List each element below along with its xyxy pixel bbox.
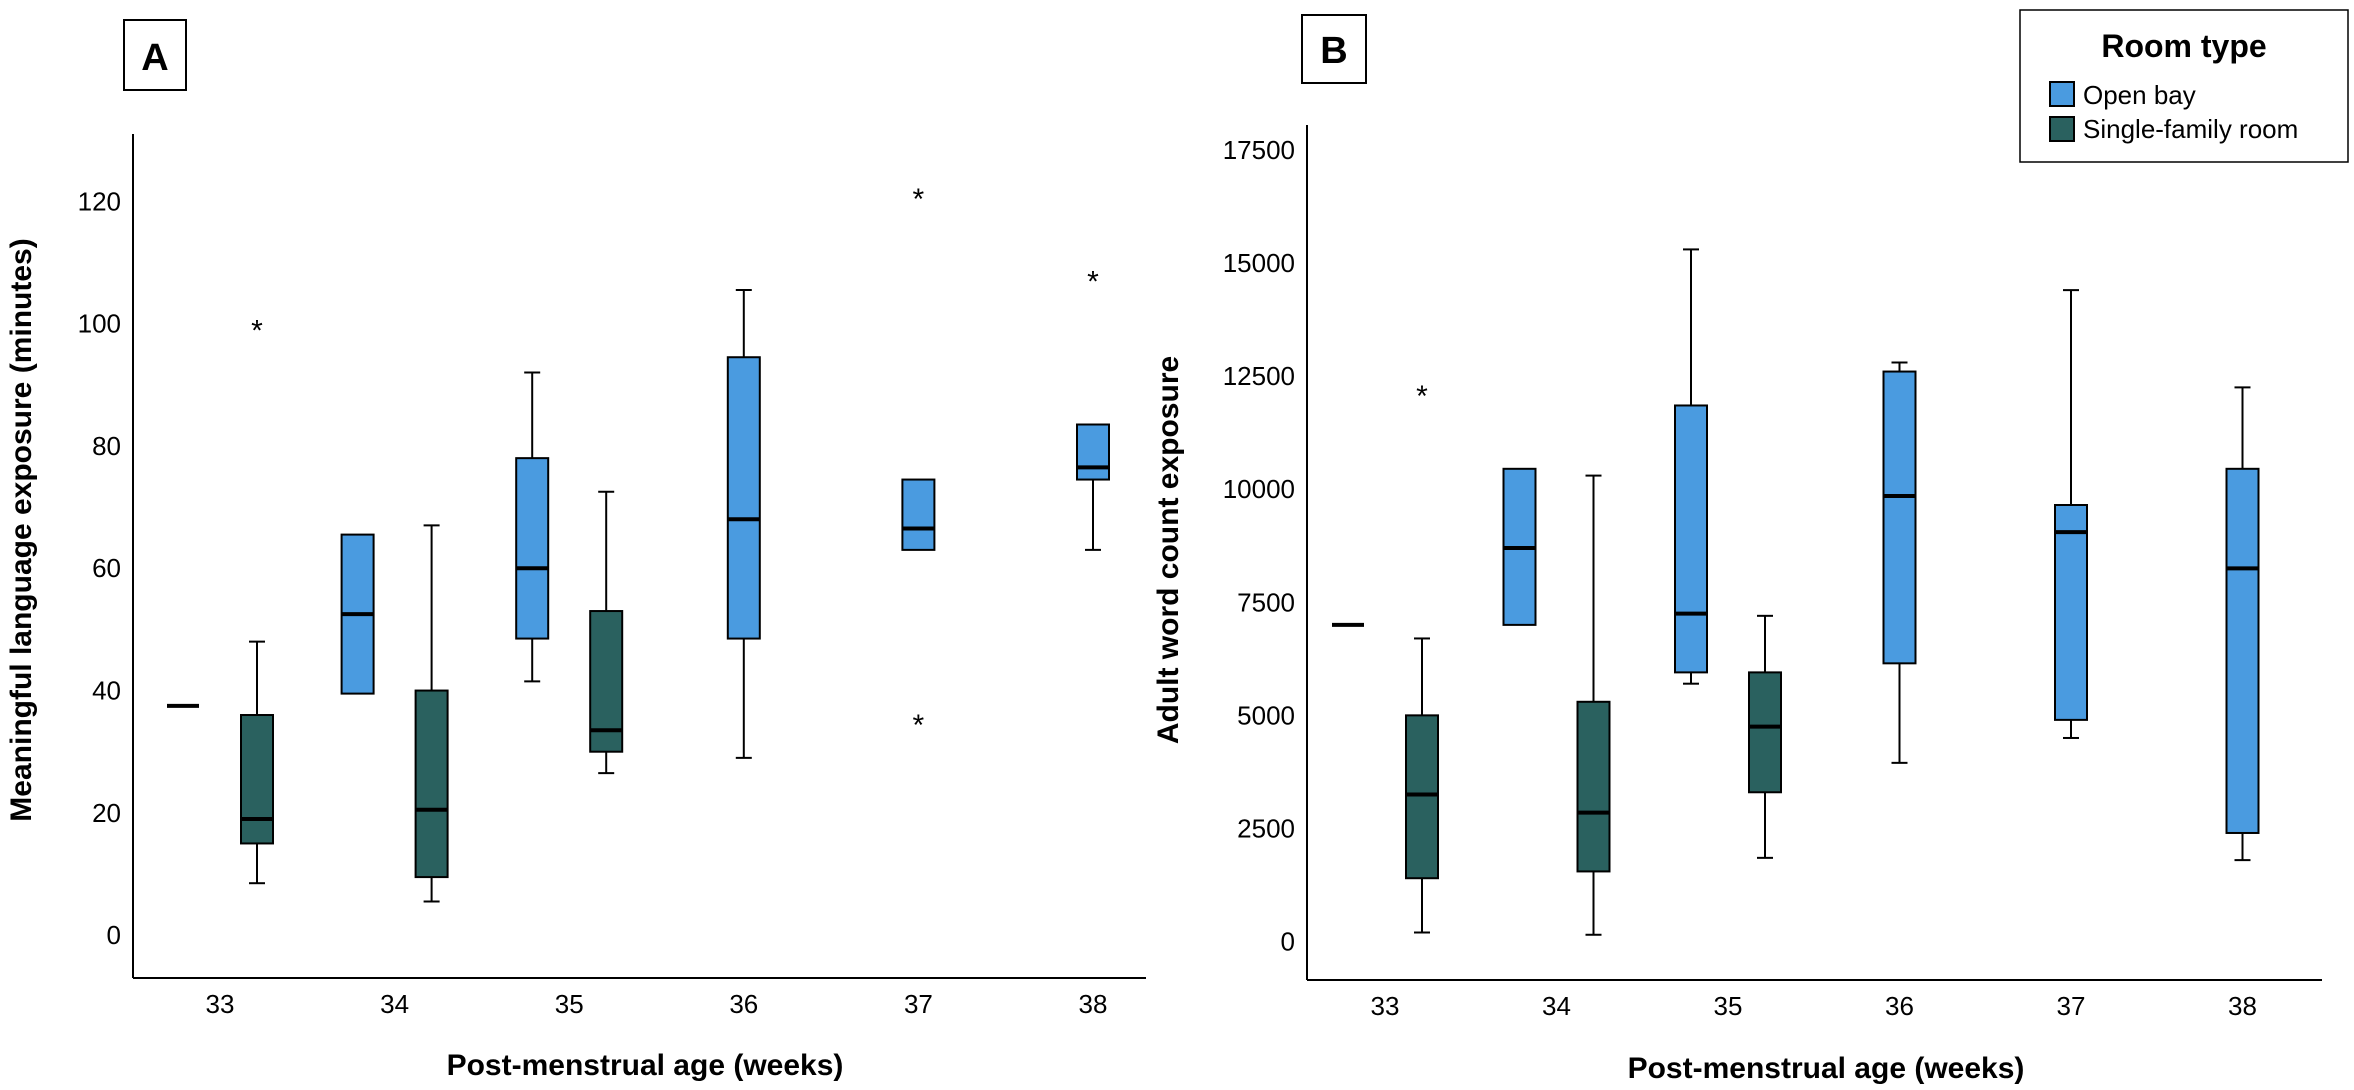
legend-swatch-single-family-room (2049, 116, 2075, 142)
panel-a-y-tick-0: 0 (107, 920, 121, 950)
panel-b-y-tick-10000: 10000 (1223, 474, 1295, 504)
panel-a-box-open-bay-34 (340, 533, 375, 695)
panel-b-y-tick-17500: 17500 (1223, 135, 1295, 165)
panel-b-x-tick-35: 35 (1714, 991, 1743, 1021)
panel-a-y-ticks: 0 20 40 60 80 100 120 (78, 186, 121, 950)
outlier-marker: * (913, 709, 925, 742)
box-iqr (726, 356, 761, 640)
panel-a-x-tick-37: 37 (904, 989, 933, 1019)
panel-a-label: A (141, 37, 168, 79)
legend: Room type Open bay Single-family room (2019, 9, 2349, 163)
panel-a-y-tick-120: 120 (78, 186, 121, 216)
panel-a-box-single-family-room-35 (589, 490, 624, 775)
panel-a-y-tick-100: 100 (78, 309, 121, 339)
panel-b-x-tick-36: 36 (1885, 991, 1914, 1021)
panel-a-box-open-bay-37: ** (901, 183, 936, 742)
panel-a-x-tick-36: 36 (729, 989, 758, 1019)
panel-a-y-tick-40: 40 (92, 676, 121, 706)
panel-b-x-axis-title: Post-menstrual age (weeks) (1628, 1052, 2025, 1085)
box-iqr (1076, 423, 1110, 481)
panel-b-label: B (1320, 30, 1347, 72)
panel-b-y-tick-12500: 12500 (1223, 361, 1295, 391)
panel-b-x-tick-33: 33 (1371, 991, 1400, 1021)
panel-b: B * 0 2500 5000 7500 10000 12500 15000 17500 33… (1152, 14, 2322, 1085)
panel-b-y-axis-title: Adult word count exposure (1152, 356, 1185, 744)
box-iqr (515, 457, 550, 640)
panel-a-y-tick-60: 60 (92, 553, 121, 583)
box-iqr (2225, 467, 2260, 834)
panel-b-box-open-bay-38 (2225, 386, 2260, 862)
panel-a-x-tick-38: 38 (1079, 989, 1108, 1019)
panel-a-x-tick-34: 34 (380, 989, 409, 1019)
box-iqr (414, 689, 449, 879)
panel-a-x-axis-title: Post-menstrual age (weeks) (447, 1049, 844, 1082)
legend-title: Room type (2101, 28, 2266, 64)
panel-a-box-open-bay-36 (726, 288, 761, 759)
panel-b-y-tick-0: 0 (1281, 927, 1295, 957)
outlier-marker: * (1087, 266, 1099, 299)
panel-a-x-ticks: 33 34 35 36 37 38 (206, 989, 1108, 1019)
legend-label-single-family-room: Single-family room (2083, 114, 2298, 144)
box-iqr (2054, 504, 2088, 721)
legend-swatch-open-bay (2049, 81, 2075, 107)
box-iqr (589, 610, 624, 753)
panel-a-box-single-family-room-33: * (240, 315, 274, 885)
panel-b-box-open-bay-35 (1674, 248, 1708, 685)
panel-a-box-single-family-room-34 (414, 524, 449, 903)
panel-a-y-tick-20: 20 (92, 798, 121, 828)
panel-a-box-open-bay-38: * (1076, 266, 1110, 551)
outlier-marker: * (913, 183, 925, 216)
panel-b-marks: * (1332, 248, 2260, 936)
box-iqr (1882, 370, 1917, 665)
box-iqr (1576, 700, 1611, 873)
panel-a-x-tick-35: 35 (555, 989, 584, 1019)
panel-a-marks: **** (167, 183, 1110, 903)
panel-b-x-tick-37: 37 (2057, 991, 2086, 1021)
outlier-marker: * (1416, 380, 1428, 413)
panel-b-y-tick-5000: 5000 (1237, 700, 1295, 730)
panel-b-box-open-bay-34 (1502, 467, 1537, 626)
box-iqr (1674, 404, 1708, 674)
box-iqr (901, 478, 936, 551)
panel-a-box-open-bay-35 (515, 371, 550, 683)
panel-b-box-single-family-room-34 (1576, 474, 1611, 936)
panel-b-box-open-bay-36 (1882, 361, 1917, 764)
panel-b-y-ticks: 0 2500 5000 7500 10000 12500 15000 17500 (1223, 135, 1295, 957)
panel-b-y-tick-7500: 7500 (1237, 587, 1295, 617)
panel-b-box-single-family-room-33: * (1405, 380, 1439, 934)
panel-b-x-tick-34: 34 (1542, 991, 1571, 1021)
panel-b-y-tick-2500: 2500 (1237, 813, 1295, 843)
panel-b-label-box (1301, 14, 1367, 84)
panel-b-x-ticks: 33 34 35 36 37 38 (1371, 991, 2257, 1021)
panel-a-y-tick-80: 80 (92, 431, 121, 461)
legend-label-open-bay: Open bay (2083, 80, 2196, 110)
panel-a-label-box (123, 19, 187, 91)
panel-b-box-open-bay-37 (2054, 289, 2088, 739)
panel-a-x-tick-33: 33 (206, 989, 235, 1019)
panel-a-y-axis-title: Meaningful language exposure (minutes) (5, 238, 38, 821)
panel-b-x-tick-38: 38 (2228, 991, 2257, 1021)
outlier-marker: * (251, 315, 263, 348)
box-iqr (240, 714, 274, 845)
panel-b-y-tick-15000: 15000 (1223, 248, 1295, 278)
box-iqr (1748, 671, 1782, 794)
box-iqr (1405, 714, 1439, 880)
panel-b-box-single-family-room-35 (1748, 614, 1782, 859)
